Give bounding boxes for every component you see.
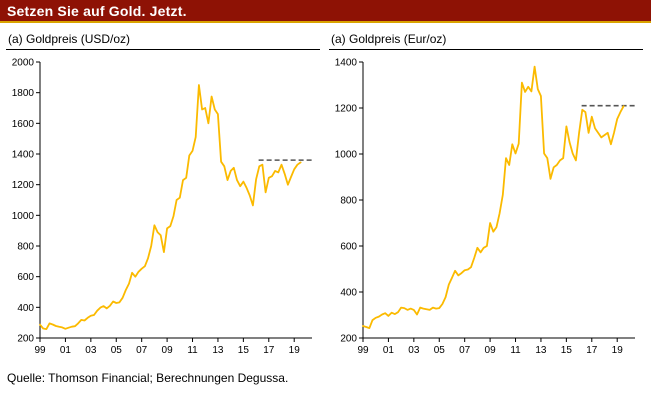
price-line	[39, 84, 302, 331]
report-title: Setzen Sie auf Gold. Jetzt.	[7, 2, 187, 19]
y-tick-label: 600	[340, 242, 357, 253]
gold-underline	[0, 21, 651, 23]
y-tick-label: 1200	[12, 180, 35, 191]
chart-panel-usd: (a) Goldpreis (USD/oz) 200 400 600 800 1000 1…	[6, 29, 320, 363]
y-tick-label: 800	[17, 242, 34, 253]
x-tick-label: 13	[212, 345, 224, 356]
chart-panel-eur: (a) Goldpreis (Eur/oz) 200 400 600 800 1000 1…	[329, 29, 643, 363]
x-tick-label: 15	[561, 345, 573, 356]
charts-row: (a) Goldpreis (USD/oz) 200 400 600 800 1000 1…	[0, 23, 651, 363]
x-tick-label: 09	[485, 345, 497, 356]
y-tick-label: 400	[17, 303, 34, 314]
x-tick-label: 19	[289, 345, 301, 356]
x-tick-label: 03	[408, 345, 420, 356]
x-tick-label: 11	[187, 345, 198, 356]
x-tick-label: 15	[238, 345, 250, 356]
x-tick-label: 99	[34, 345, 46, 356]
report-header: Setzen Sie auf Gold. Jetzt.	[0, 0, 651, 21]
x-tick-label: 99	[357, 345, 369, 356]
y-tick-label: 800	[340, 196, 357, 207]
x-tick-label: 07	[459, 345, 471, 356]
x-tick-label: 09	[162, 345, 174, 356]
y-tick-label: 200	[340, 334, 357, 345]
x-tick-label: 01	[383, 345, 395, 356]
x-tick-label: 05	[111, 345, 123, 356]
x-tick-label: 05	[434, 345, 446, 356]
y-tick-label: 1000	[12, 211, 35, 222]
page: Setzen Sie auf Gold. Jetzt. (a) Goldprei…	[0, 0, 651, 385]
chart-title-eur: (a) Goldpreis (Eur/oz)	[329, 29, 643, 50]
source-note: Quelle: Thomson Financial; Berechnungen …	[7, 371, 289, 385]
y-tick-label: 2000	[12, 58, 35, 69]
x-tick-label: 01	[60, 345, 72, 356]
y-tick-label: 1800	[12, 88, 35, 99]
x-tick-label: 19	[612, 345, 624, 356]
x-tick-label: 11	[510, 345, 521, 356]
x-tick-label: 03	[85, 345, 97, 356]
y-tick-label: 600	[17, 272, 34, 283]
eur-line-chart: 200 400 600 800 1000 1200 1400 99 01 03 05 07 09 11 13…	[335, 58, 635, 356]
y-tick-label: 1400	[335, 58, 358, 69]
y-tick-label: 200	[17, 334, 34, 345]
price-line	[362, 65, 625, 330]
y-tick-label: 1200	[335, 104, 358, 115]
y-tick-label: 400	[340, 288, 357, 299]
y-tick-label: 1000	[335, 150, 358, 161]
x-tick-label: 07	[136, 345, 148, 356]
x-tick-label: 13	[535, 345, 547, 356]
usd-line-chart: 200 400 600 800 1000 1200 1400 1600 1800 2000 99 01…	[12, 58, 312, 356]
chart-title-usd: (a) Goldpreis (USD/oz)	[6, 29, 320, 50]
x-tick-label: 17	[586, 345, 598, 356]
x-tick-label: 17	[263, 345, 275, 356]
y-tick-label: 1600	[12, 119, 35, 130]
y-tick-label: 1400	[12, 150, 35, 161]
